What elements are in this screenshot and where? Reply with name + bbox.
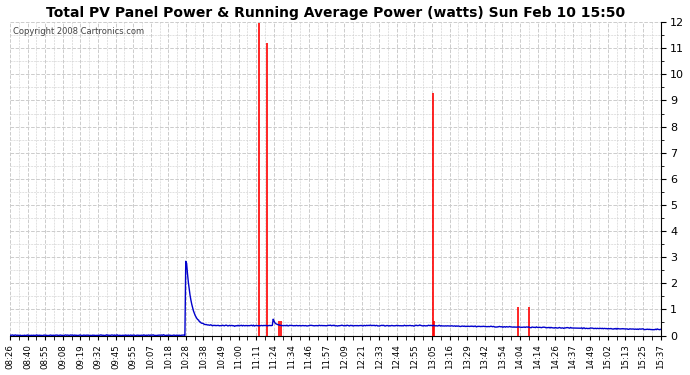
Text: Copyright 2008 Cartronics.com: Copyright 2008 Cartronics.com: [13, 27, 144, 36]
Title: Total PV Panel Power & Running Average Power (watts) Sun Feb 10 15:50: Total PV Panel Power & Running Average P…: [46, 6, 625, 20]
